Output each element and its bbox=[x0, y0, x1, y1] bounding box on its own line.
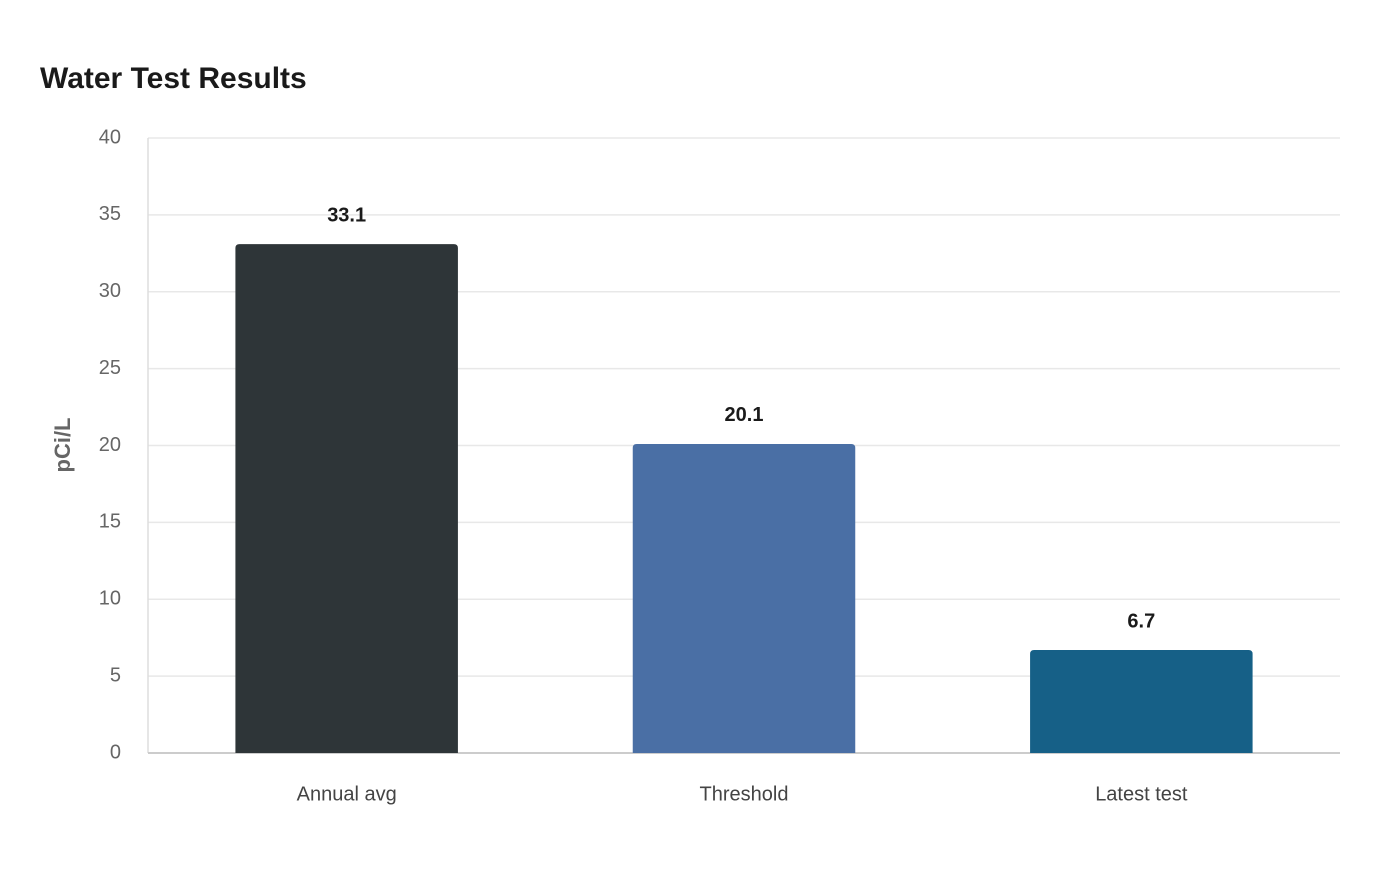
y-axis-label: pCi/L bbox=[50, 418, 75, 473]
value-label: 20.1 bbox=[725, 404, 764, 426]
y-tick-label: 20 bbox=[99, 434, 121, 456]
x-tick-label: Threshold bbox=[700, 783, 789, 805]
bar bbox=[632, 443, 856, 753]
chart-title: Water Test Results bbox=[40, 62, 307, 95]
bar bbox=[1030, 649, 1253, 753]
y-tick-label: 15 bbox=[99, 511, 121, 533]
x-tick-label: Latest test bbox=[1095, 783, 1188, 805]
y-tick-label: 0 bbox=[110, 741, 121, 763]
y-tick-label: 35 bbox=[99, 203, 121, 225]
y-tick-label: 5 bbox=[110, 664, 121, 686]
y-tick-label: 30 bbox=[99, 280, 121, 302]
x-tick-label: Annual avg bbox=[297, 783, 397, 805]
value-label: 33.1 bbox=[327, 204, 366, 226]
y-tick-label: 40 bbox=[99, 126, 121, 148]
value-label: 6.7 bbox=[1127, 610, 1155, 632]
y-tick-label: 10 bbox=[99, 588, 121, 610]
y-tick-label: 25 bbox=[99, 357, 121, 379]
bar bbox=[235, 244, 458, 753]
